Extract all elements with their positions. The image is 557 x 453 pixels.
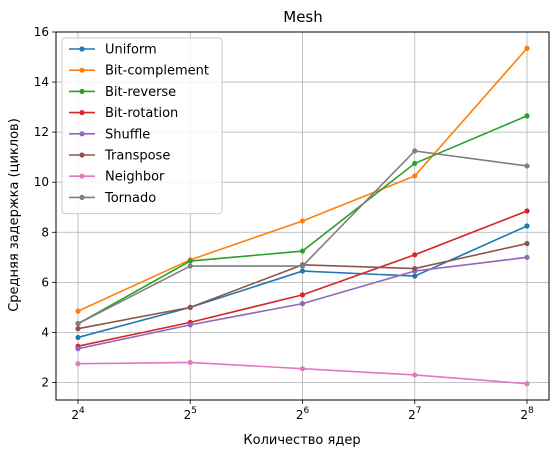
legend-label: Uniform (105, 43, 157, 58)
y-tick-label: 2 (41, 375, 49, 389)
legend-label: Bit-complement (105, 64, 209, 79)
data-point-bit-reverse (187, 258, 193, 264)
data-point-uniform (299, 268, 306, 274)
data-point-bit-reverse (299, 248, 306, 254)
legend-marker (79, 152, 85, 158)
x-tick-label: 25 (184, 406, 197, 422)
x-tick-label: 26 (296, 406, 310, 422)
data-point-neighbor (75, 361, 81, 367)
legend-marker (79, 194, 85, 200)
chart-title: Mesh (283, 8, 323, 26)
legend-item: Shuffle (69, 127, 150, 142)
data-point-shuffle (75, 346, 81, 352)
data-point-uniform (524, 223, 530, 229)
series-tornado (75, 148, 530, 327)
legend-item: Transpose (69, 149, 170, 164)
data-point-bit-reverse (412, 160, 418, 167)
legend-item: Uniform (69, 43, 157, 58)
data-point-uniform (412, 273, 418, 279)
legend-item: Neighbor (69, 170, 165, 185)
legend-item: Bit-rotation (69, 106, 178, 121)
legend-label: Transpose (104, 149, 170, 164)
y-axis-ticks: 2 4 6 8 10 12 14 16 (34, 25, 56, 389)
legend-box (61, 37, 223, 215)
legend-item: Bit-complement (69, 64, 209, 79)
legend-item: Bit-reverse (69, 85, 176, 100)
data-point-bit-complement (299, 218, 306, 224)
data-point-shuffle (187, 322, 193, 328)
y-tick-label: 16 (34, 25, 49, 39)
legend-label: Shuffle (105, 127, 150, 142)
y-tick-label: 8 (41, 225, 49, 239)
legend-marker (79, 46, 85, 52)
data-point-neighbor (299, 366, 306, 372)
legend-label: Bit-rotation (105, 106, 178, 121)
y-tick-label: 14 (34, 75, 49, 89)
data-point-transpose (75, 326, 81, 332)
data-point-bit-rotation (524, 208, 530, 214)
y-tick-label: 4 (41, 325, 49, 339)
data-point-bit-rotation (299, 292, 306, 298)
data-point-tornado (299, 263, 306, 269)
legend-label: Neighbor (105, 170, 165, 185)
data-point-bit-reverse (524, 113, 530, 119)
y-axis-label: Средняя задержка (циклов) (7, 118, 22, 312)
legend-item: Tornado (69, 191, 156, 206)
data-point-tornado (187, 263, 193, 269)
series-lines (75, 45, 530, 387)
x-tick-label: 27 (408, 406, 421, 422)
y-tick-label: 10 (34, 175, 49, 189)
data-point-tornado (412, 148, 418, 154)
y-tick-label: 12 (34, 125, 49, 139)
data-point-neighbor (524, 381, 530, 387)
data-point-bit-complement (75, 308, 81, 314)
legend: Uniform Bit-complement Bit-reverse Bit-rota… (61, 37, 223, 215)
legend-label: Tornado (104, 191, 156, 206)
data-point-transpose (187, 304, 193, 310)
data-point-bit-complement (412, 173, 418, 179)
legend-marker (79, 173, 85, 179)
legend-label: Bit-reverse (105, 85, 176, 100)
grid (56, 31, 549, 400)
data-point-shuffle (524, 254, 530, 260)
x-axis-ticks: 24 25 26 27 28 (71, 400, 534, 422)
data-point-transpose (524, 240, 530, 247)
legend-marker (79, 88, 85, 94)
data-point-uniform (75, 334, 81, 341)
series-neighbor (75, 359, 530, 387)
legend-marker (79, 67, 85, 73)
data-point-bit-rotation (412, 252, 418, 258)
data-point-transpose (412, 265, 418, 272)
x-tick-label: 24 (71, 406, 85, 422)
data-point-neighbor (412, 372, 418, 378)
legend-marker (79, 131, 85, 137)
data-point-tornado (75, 321, 81, 327)
y-tick-label: 6 (41, 275, 49, 289)
data-point-tornado (524, 163, 530, 169)
x-axis-label: Количество ядер (243, 433, 360, 448)
data-point-shuffle (299, 301, 306, 307)
legend-marker (79, 110, 85, 116)
x-tick-label: 28 (520, 406, 534, 422)
data-point-bit-complement (524, 45, 530, 51)
data-point-neighbor (187, 359, 193, 366)
